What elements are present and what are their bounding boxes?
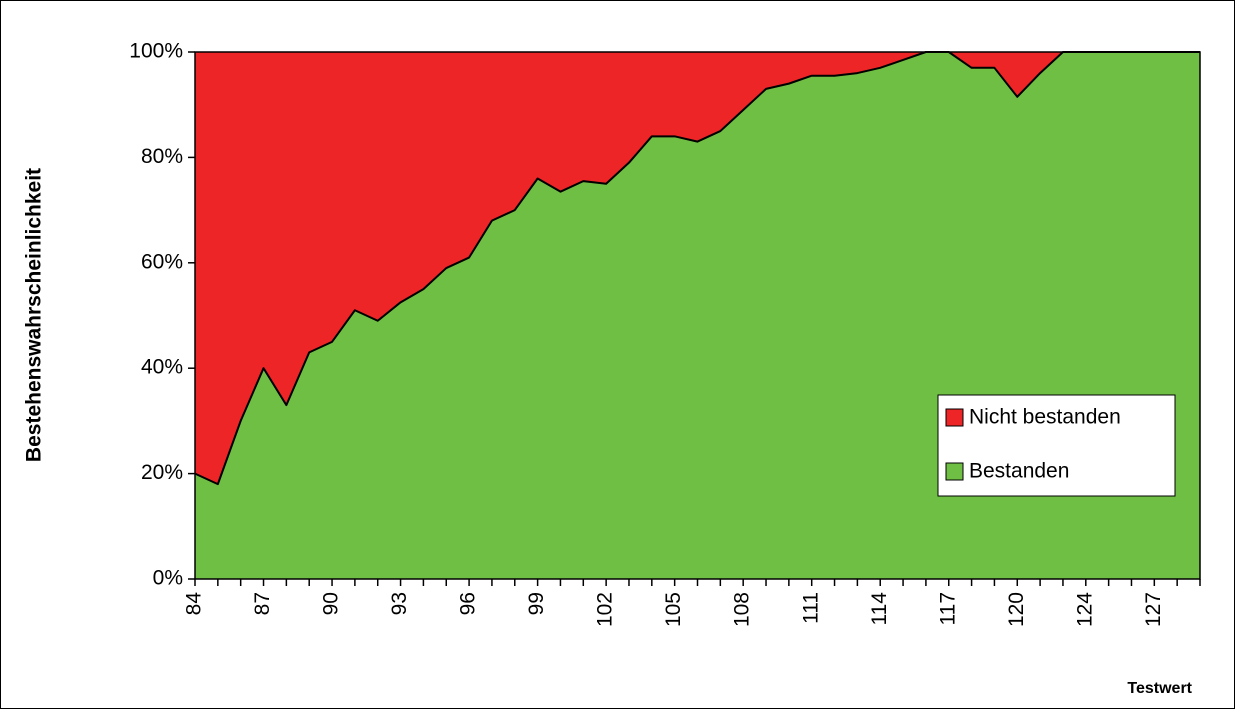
y-tick-label: 40%: [141, 356, 183, 379]
x-tick-label: 90: [320, 592, 343, 615]
y-tick-label: 100%: [129, 40, 183, 63]
x-tick-label: 93: [388, 592, 411, 615]
x-tick-label: 124: [1073, 592, 1096, 627]
x-tick-label: 99: [525, 592, 548, 615]
x-tick-label: 105: [662, 592, 685, 627]
x-tick-label: 87: [251, 592, 274, 615]
x-axis-label: Testwert: [1127, 680, 1192, 697]
x-tick-label: 96: [457, 592, 480, 615]
x-tick-label: 127: [1142, 592, 1165, 627]
x-tick-label: 108: [731, 592, 754, 627]
legend-swatch: [945, 408, 964, 427]
y-tick-label: 0%: [153, 567, 183, 590]
legend-label: Nicht bestanden: [969, 406, 1121, 429]
legend-swatch: [945, 462, 964, 481]
legend-label: Bestanden: [969, 460, 1069, 483]
x-tick-label: 111: [799, 592, 822, 624]
y-tick-label: 20%: [141, 461, 183, 484]
y-tick-label: 60%: [141, 250, 183, 273]
x-tick-label: 117: [936, 592, 959, 625]
x-tick-label: 120: [1005, 592, 1028, 627]
x-tick-label: 114: [868, 592, 891, 626]
y-tick-label: 80%: [141, 145, 183, 168]
y-axis-label: Bestehenswahrscheinlichkeit: [23, 168, 46, 462]
x-tick-label: 102: [594, 592, 617, 627]
x-tick-label: 84: [183, 592, 206, 616]
area-line: [194, 51, 1200, 486]
legend-box: [937, 394, 1176, 497]
area: [195, 52, 1200, 485]
